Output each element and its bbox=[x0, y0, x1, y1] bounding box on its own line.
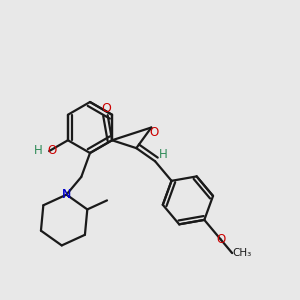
Text: N: N bbox=[62, 188, 71, 201]
Text: CH₃: CH₃ bbox=[232, 248, 251, 258]
Text: O: O bbox=[101, 102, 111, 115]
Text: H: H bbox=[34, 144, 43, 157]
Text: O: O bbox=[150, 126, 159, 140]
Text: N: N bbox=[62, 188, 71, 201]
Text: O: O bbox=[216, 233, 225, 246]
Text: O: O bbox=[47, 144, 56, 157]
Text: H: H bbox=[159, 148, 168, 161]
